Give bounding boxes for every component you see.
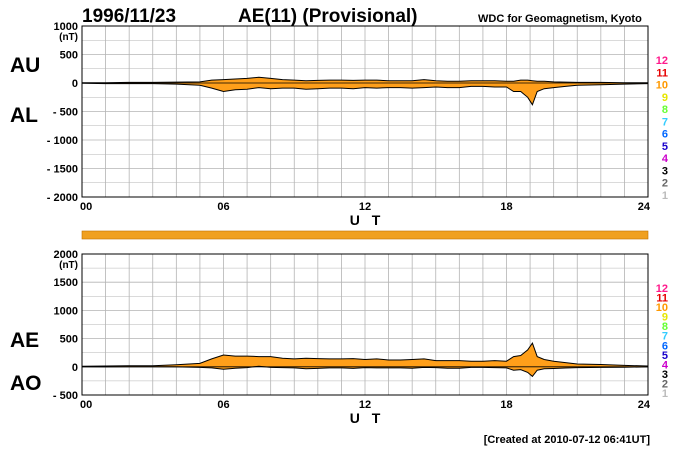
y-tick-label: 1000 [54,21,78,33]
x-tick-label: 18 [500,399,512,411]
au-al-panel: 1000 500 0 - 500 - 1000 - 1500 - 2000 (nT) 00 06 1… [10,21,669,228]
plot-frame [81,253,649,396]
station-count-label: 12 [656,283,668,295]
station-count-label: 10 [656,80,668,92]
station-count-label: 5 [662,141,668,153]
y-tick-label: 1500 [54,277,78,289]
series-label-ao: AO [10,372,42,395]
station-count-label: 9 [662,92,668,104]
station-count-label: 10 [656,302,668,314]
unit-label: (nT) [59,260,78,271]
x-tick-label: 12 [359,399,371,411]
station-count-label: 9 [662,312,668,324]
y-tick-label: 2000 [54,249,78,261]
station-count-label: 4 [662,359,669,371]
station-count-label: 3 [662,165,668,177]
band-fill [82,77,648,105]
y-tick-label: 500 [60,334,78,346]
x-axis-label: U T [350,212,385,228]
date-label: 1996/11/23 [82,6,176,27]
station-count-label: 5 [662,350,668,362]
series-line-au [82,76,648,84]
series-line-ae [81,342,649,367]
y-tick-label: - 500 [53,390,78,402]
station-count-label: 1 [662,190,668,202]
station-count-label: 4 [662,153,669,165]
x-axis-label: U T [350,410,385,426]
station-count-label: 2 [662,178,668,190]
created-timestamp: [Created at 2010-07-12 06:41UT] [484,434,651,446]
y-tick-label: - 500 [53,107,78,119]
y-tick-label: 0 [72,78,78,90]
station-count-label: 11 [656,293,668,305]
station-count-label: 8 [662,104,668,116]
data-coverage-bar [81,230,649,240]
station-count-label: 2 [662,378,668,390]
y-tick-label: - 2000 [47,192,78,204]
institution-label: WDC for Geomagnetism, Kyoto [478,13,642,25]
station-count-label: 11 [656,67,668,79]
x-tick-label: 12 [359,201,371,213]
x-tick-label: 24 [638,201,651,213]
station-count-label: 8 [662,321,668,333]
x-tick-label: 24 [638,399,651,411]
x-tick-label: 00 [80,399,92,411]
station-count-label: 7 [662,116,668,128]
y-tick-label: - 1500 [47,164,78,176]
station-count-label: 6 [662,129,668,141]
x-tick-label: 18 [500,201,512,213]
station-count-label: 6 [662,340,668,352]
y-tick-label: - 1000 [47,135,78,147]
unit-label: (nT) [59,32,78,43]
station-count-label: 3 [662,369,668,381]
y-tick-label: 1000 [54,305,78,317]
y-tick-label: 500 [60,50,78,62]
plot-title: AE(11) (Provisional) [238,6,418,27]
station-count-label: 1 [662,388,668,400]
x-tick-label: 06 [217,399,229,411]
station-count-label: 12 [656,55,668,67]
series-label-au: AU [10,54,40,77]
x-tick-label: 06 [217,201,229,213]
y-tick-label: 0 [72,362,78,374]
series-label-al: AL [10,104,38,127]
series-line-ao [81,365,649,378]
series-line-al [81,82,649,106]
series-label-ae: AE [10,329,39,352]
x-tick-label: 00 [80,201,92,213]
plot-frame [81,25,649,198]
station-count-label: 7 [662,331,668,343]
